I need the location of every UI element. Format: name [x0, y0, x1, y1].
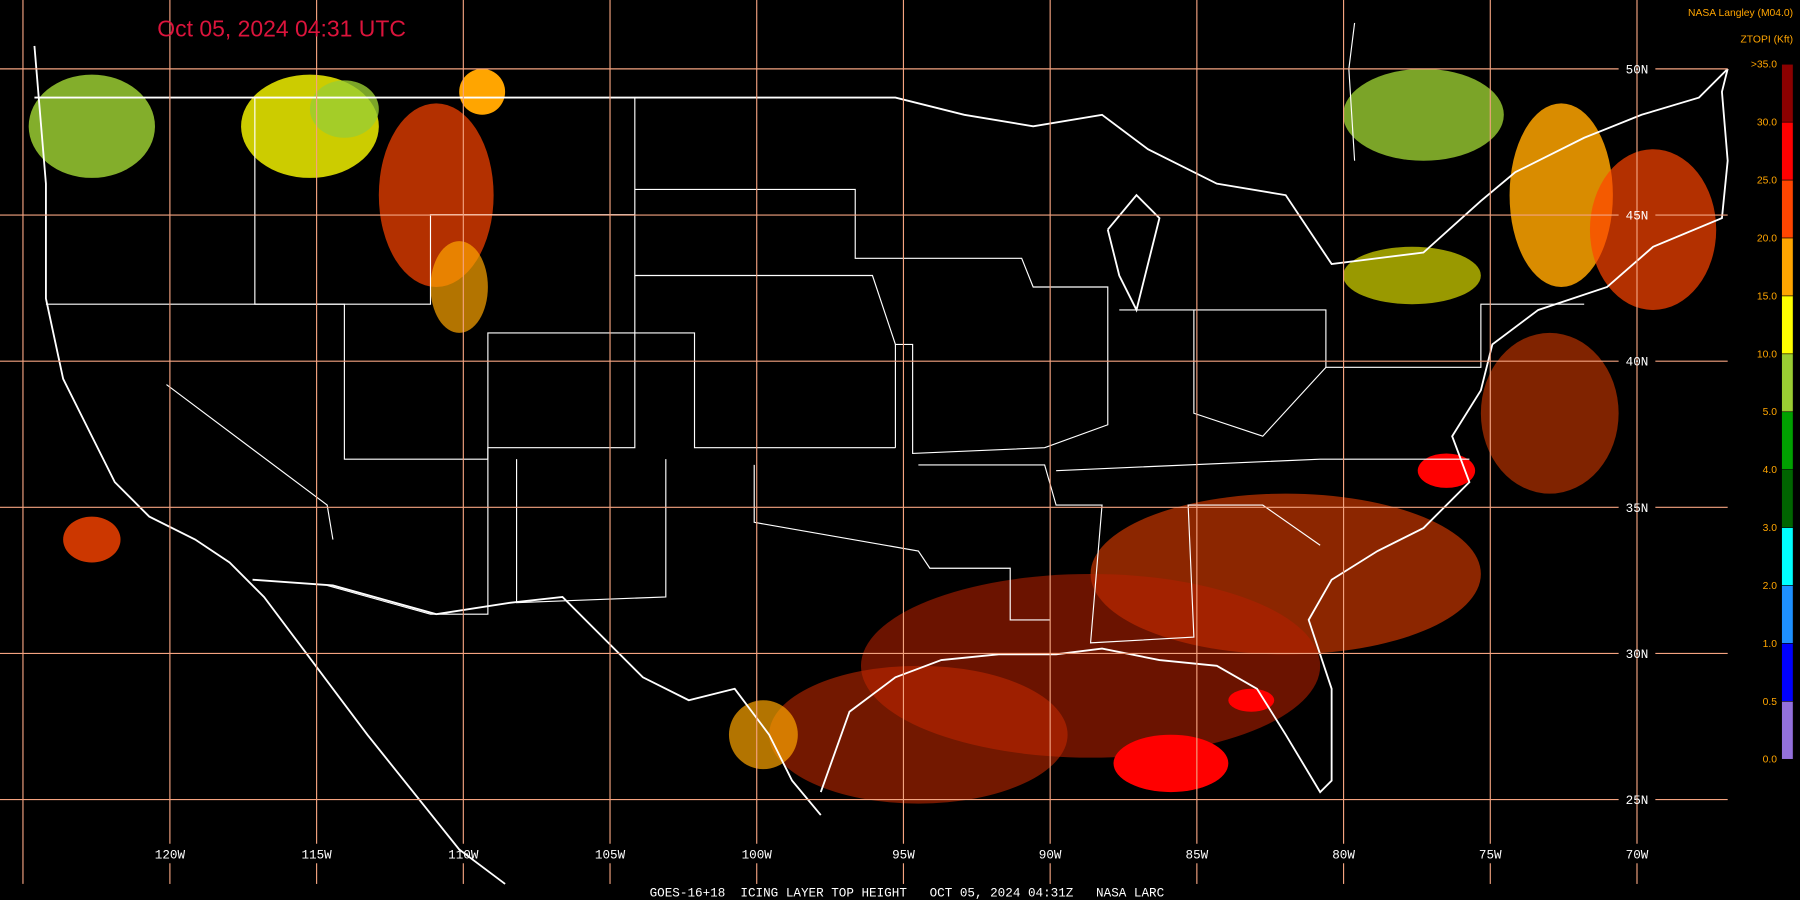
legend-label: 5.0: [1763, 407, 1778, 418]
title: Oct 05, 2024 04:31 UTC: [157, 16, 406, 42]
footer: GOES-16+18 ICING LAYER TOP HEIGHT OCT 05…: [650, 886, 1165, 900]
lake-michigan: [1106, 193, 1161, 313]
legend-swatch: [1781, 353, 1794, 413]
cloud: [769, 665, 1068, 804]
cloud: [1343, 246, 1481, 305]
legend-swatch: [1781, 179, 1794, 239]
legend-label: 10.0: [1757, 349, 1777, 360]
source: NASA Langley (M04.0): [1688, 8, 1793, 19]
border-mexico: [252, 578, 822, 816]
longitude-label: 105W: [595, 848, 626, 863]
cloud: [309, 80, 379, 138]
longitude-label: 80W: [1332, 848, 1355, 863]
cloud: [1113, 734, 1229, 793]
state-lines: [634, 274, 896, 345]
longitude-label: 70W: [1626, 848, 1649, 863]
icing-clouds: [28, 68, 1717, 804]
state-lines: [327, 214, 636, 615]
longitude-label: 120W: [155, 848, 186, 863]
state-lines: [753, 464, 1051, 621]
latitude-label: 35N: [1626, 501, 1649, 516]
cloud: [1589, 149, 1717, 310]
latitude-label: 30N: [1626, 647, 1649, 662]
legend-swatch: [1781, 469, 1794, 528]
cloud: [728, 700, 798, 770]
legend-label: 30.0: [1757, 118, 1777, 129]
latitude-label: 50N: [1626, 62, 1649, 77]
legend-label: 1.0: [1763, 639, 1778, 650]
state-lines: [166, 384, 334, 540]
state-lines: [1119, 303, 1585, 368]
longitude-label: 75W: [1479, 848, 1502, 863]
legend-swatch: [1781, 643, 1794, 702]
legend-label: 15.0: [1757, 291, 1777, 302]
longitude-label: 85W: [1186, 848, 1209, 863]
coastline-gulf: [819, 68, 1729, 794]
border-canada: [34, 68, 1729, 266]
legend-label: 2.0: [1763, 581, 1778, 592]
graticule: 120W 115W 110W 105W 100W 95W 90W 85W 80W 75W 70W 50…: [0, 0, 1728, 884]
legend-title: ZTOPI (Kft): [1741, 34, 1794, 45]
legend-label: 25.0: [1757, 176, 1777, 187]
cloud: [1509, 103, 1613, 287]
longitude-label: 95W: [892, 848, 915, 863]
state-lines: [516, 459, 667, 604]
longitude-label: 100W: [742, 848, 773, 863]
latitude-label: 40N: [1626, 355, 1649, 370]
legend-swatch: [1781, 585, 1794, 644]
cloud: [1343, 68, 1504, 161]
legend-label: 3.0: [1763, 523, 1778, 534]
state-lines: [918, 464, 1321, 644]
legend-swatch: [1781, 411, 1794, 470]
cloud: [430, 241, 488, 333]
cloud: [1417, 453, 1476, 488]
legend-label: 0.5: [1763, 697, 1778, 708]
legend-swatch: [1781, 295, 1794, 355]
legend-label: 20.0: [1757, 233, 1777, 244]
state-lines: [1056, 458, 1470, 472]
legend-label: >35.0: [1751, 60, 1777, 71]
longitude-label: 115W: [301, 848, 332, 863]
state-lines: [254, 97, 636, 305]
latitude-label: 25N: [1626, 793, 1649, 808]
longitude-label: 110W: [448, 848, 479, 863]
legend-swatch: [1781, 63, 1794, 123]
legend-swatch: [1781, 121, 1794, 181]
cloud: [63, 516, 121, 563]
longitude-label: 90W: [1039, 848, 1062, 863]
legend-swatch: [1781, 527, 1794, 586]
cloud: [28, 74, 155, 178]
legend: >35.0 30.0 25.0 20.0 15.0 10.0 5.0 4.0 3.0 2.0 1.0…: [1751, 60, 1794, 766]
cloud: [1480, 332, 1619, 494]
state-lines: [634, 188, 1109, 455]
legend-label: 4.0: [1763, 465, 1778, 476]
legend-label: 0.0: [1763, 755, 1778, 766]
cloud: [1228, 688, 1275, 712]
cloud: [459, 68, 506, 115]
boundaries: [33, 22, 1729, 885]
legend-swatch: [1781, 237, 1794, 297]
state-lines: [45, 303, 896, 460]
latitude-label: 45N: [1626, 209, 1649, 224]
legend-swatch: [1781, 701, 1794, 760]
cloud: [378, 103, 494, 287]
coastline: [33, 45, 506, 885]
